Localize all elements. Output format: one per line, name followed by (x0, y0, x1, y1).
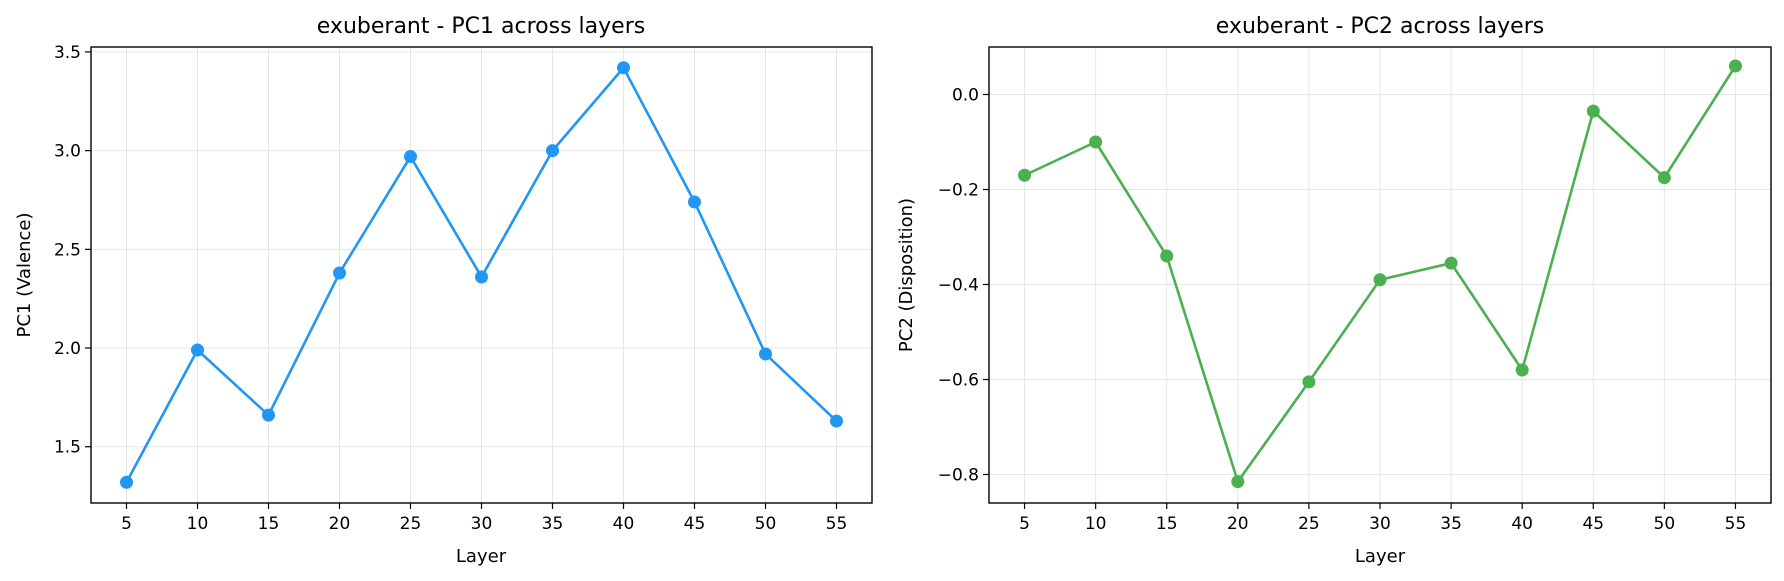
x-tick-label: 15 (258, 514, 280, 534)
x-tick-label: 5 (121, 514, 132, 534)
data-point (546, 144, 559, 158)
x-tick-label: 10 (187, 514, 209, 534)
data-point (1657, 171, 1671, 185)
x-tick-label: 25 (1298, 514, 1320, 534)
y-tick-label: 2.0 (54, 339, 81, 359)
x-tick-label: 55 (826, 514, 848, 534)
data-point (1373, 273, 1387, 287)
chart-title: exuberant - PC1 across layers (317, 14, 645, 39)
y-tick-label: −0.8 (938, 466, 979, 486)
data-point (262, 408, 275, 422)
y-tick-label: 3.5 (54, 43, 81, 63)
y-tick-label: −0.6 (938, 371, 979, 391)
y-ticks: 1.5 2.0 2.5 3.0 3.5 (54, 43, 91, 458)
x-tick-label: 45 (1582, 514, 1604, 534)
x-ticks: 5 10 15 20 25 30 35 40 45 50 55 (1019, 503, 1746, 534)
x-tick-label: 50 (1654, 514, 1676, 534)
y-tick-label: −0.2 (938, 181, 979, 201)
data-point (404, 150, 417, 164)
x-tick-label: 20 (329, 514, 351, 534)
x-tick-label: 35 (542, 514, 564, 534)
plot-area (120, 61, 843, 489)
grid (989, 47, 1771, 503)
data-point (1089, 135, 1103, 149)
x-tick-label: 5 (1019, 514, 1030, 534)
data-point (759, 347, 772, 361)
data-point (191, 343, 204, 357)
y-ticks: 0.0 −0.2 −0.4 −0.6 −0.8 (938, 86, 989, 486)
x-tick-label: 40 (613, 514, 635, 534)
x-tick-label: 30 (471, 514, 493, 534)
data-point (1231, 475, 1245, 489)
y-tick-label: 3.0 (54, 142, 81, 162)
data-point (1728, 59, 1742, 73)
x-tick-label: 30 (1369, 514, 1391, 534)
x-ticks: 5 10 15 20 25 30 35 40 45 50 55 (121, 503, 847, 534)
x-tick-label: 50 (755, 514, 777, 534)
data-point (617, 61, 630, 75)
chart-pc1: exuberant - PC1 across layers 5 10 15 20 25 3… (14, 14, 873, 567)
x-tick-label: 35 (1440, 514, 1462, 534)
y-tick-label: 2.5 (54, 240, 81, 260)
data-point (688, 195, 701, 209)
data-point (120, 475, 133, 489)
x-tick-label: 45 (684, 514, 706, 534)
data-point (333, 266, 346, 280)
y-axis-label: PC1 (Valence) (14, 212, 35, 337)
x-tick-label: 10 (1085, 514, 1107, 534)
y-tick-label: 0.0 (952, 86, 979, 106)
x-axis-label: Layer (456, 546, 507, 567)
y-tick-label: −0.4 (938, 276, 979, 296)
data-point (1018, 168, 1032, 182)
x-tick-label: 55 (1725, 514, 1747, 534)
data-point (1160, 249, 1174, 263)
x-tick-label: 15 (1156, 514, 1178, 534)
data-point (1302, 375, 1316, 389)
data-point (830, 414, 843, 428)
plot-area (1018, 59, 1742, 489)
data-point (475, 270, 488, 284)
data-point (1586, 104, 1600, 118)
x-tick-label: 20 (1227, 514, 1249, 534)
data-point (1515, 363, 1529, 377)
chart-title: exuberant - PC2 across layers (1216, 14, 1544, 39)
x-tick-label: 40 (1511, 514, 1533, 534)
y-axis-label: PC2 (Disposition) (896, 198, 917, 352)
x-tick-label: 25 (400, 514, 422, 534)
data-point (1444, 256, 1458, 270)
x-axis-label: Layer (1355, 546, 1406, 567)
y-tick-label: 1.5 (54, 438, 81, 458)
chart-pc2: exuberant - PC2 across layers 5 10 15 20 25 3… (896, 14, 1772, 567)
